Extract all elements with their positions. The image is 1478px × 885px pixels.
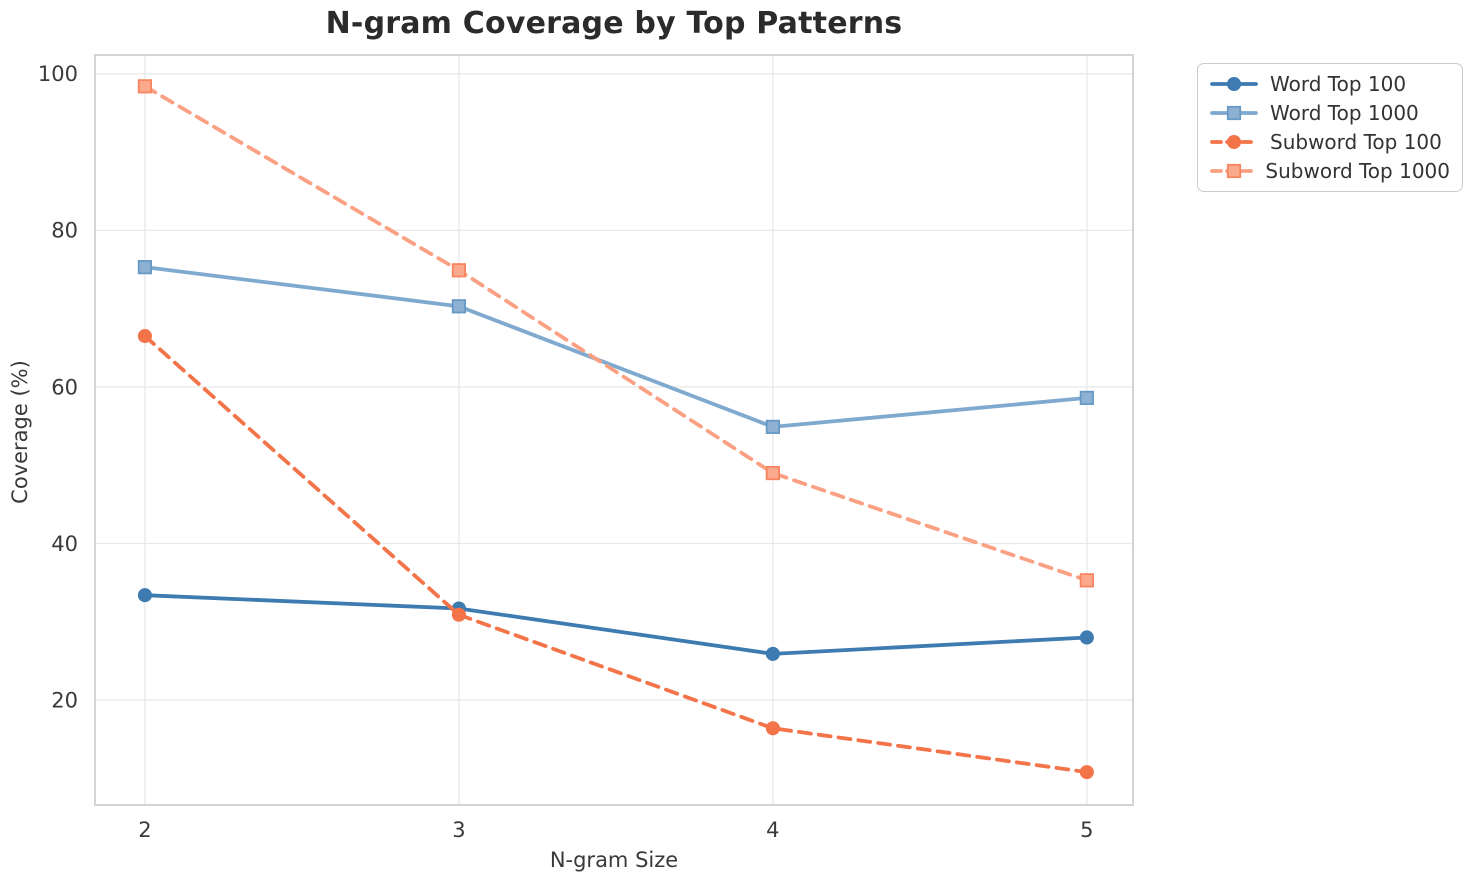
y-tick-label: 80 <box>51 219 78 243</box>
legend-label: Word Top 1000 <box>1270 101 1419 126</box>
x-tick-label: 5 <box>1080 818 1093 842</box>
marker-word-top-1000 <box>1079 390 1094 406</box>
x-axis-label: N-gram Size <box>549 848 679 872</box>
y-tick-label: 40 <box>51 532 78 556</box>
legend-marker <box>1226 106 1242 121</box>
legend-item-word-top-1000: Word Top 1000 <box>1210 101 1450 125</box>
marker-word-top-100 <box>137 588 152 603</box>
legend-marker <box>1226 134 1242 149</box>
y-tick-label: 20 <box>51 688 78 712</box>
marker-word-top-1000 <box>765 419 780 434</box>
marker-subword-top-1000 <box>451 263 466 278</box>
legend-item-word-top-100: Word Top 100 <box>1210 72 1450 96</box>
marker-word-top-100 <box>765 646 780 661</box>
legend-item-subword-top-1000: Subword Top 1000 <box>1210 159 1450 183</box>
legend-label: Subword Top 1000 <box>1265 158 1450 183</box>
marker-subword-top-1000 <box>1079 573 1094 588</box>
marker-subword-top-1000 <box>137 79 153 94</box>
marker-subword-top-1000 <box>765 465 780 481</box>
x-tick-label: 4 <box>766 818 779 842</box>
legend-label: Subword Top 100 <box>1270 129 1442 154</box>
marker-subword-top-100 <box>1079 765 1094 780</box>
marker-word-top-100 <box>1079 630 1094 645</box>
marker-subword-top-100 <box>451 607 466 622</box>
x-tick-label: 2 <box>138 818 151 842</box>
marker-subword-top-100 <box>137 329 152 344</box>
marker-subword-top-100 <box>765 721 780 736</box>
series-line-word-top-100 <box>143 593 1089 656</box>
y-tick-label: 100 <box>38 62 78 86</box>
x-tick-label: 3 <box>452 818 465 842</box>
legend-sample-subword-top-100 <box>1210 134 1258 149</box>
legend-sample-subword-top-1000 <box>1210 163 1254 178</box>
legend: Word Top 100 Word Top 1000 Subword Top 100… <box>1197 63 1463 192</box>
series-line-subword-top-1000 <box>143 84 1089 583</box>
series-line-word-top-1000 <box>143 265 1089 429</box>
chart-title: N-gram Coverage by Top Patterns <box>325 6 903 41</box>
legend-label: Word Top 100 <box>1270 72 1407 97</box>
legend-item-subword-top-100: Subword Top 100 <box>1210 130 1450 154</box>
marker-word-top-1000 <box>137 260 153 275</box>
marker-word-top-1000 <box>451 299 466 314</box>
plot-border <box>94 54 1134 806</box>
legend-marker <box>1226 77 1242 92</box>
legend-sample-word-top-100 <box>1210 77 1258 92</box>
legend-marker <box>1226 163 1242 178</box>
y-tick-label: 60 <box>51 375 78 399</box>
series-line-subword-top-100 <box>143 334 1089 775</box>
legend-sample-word-top-1000 <box>1210 106 1258 121</box>
